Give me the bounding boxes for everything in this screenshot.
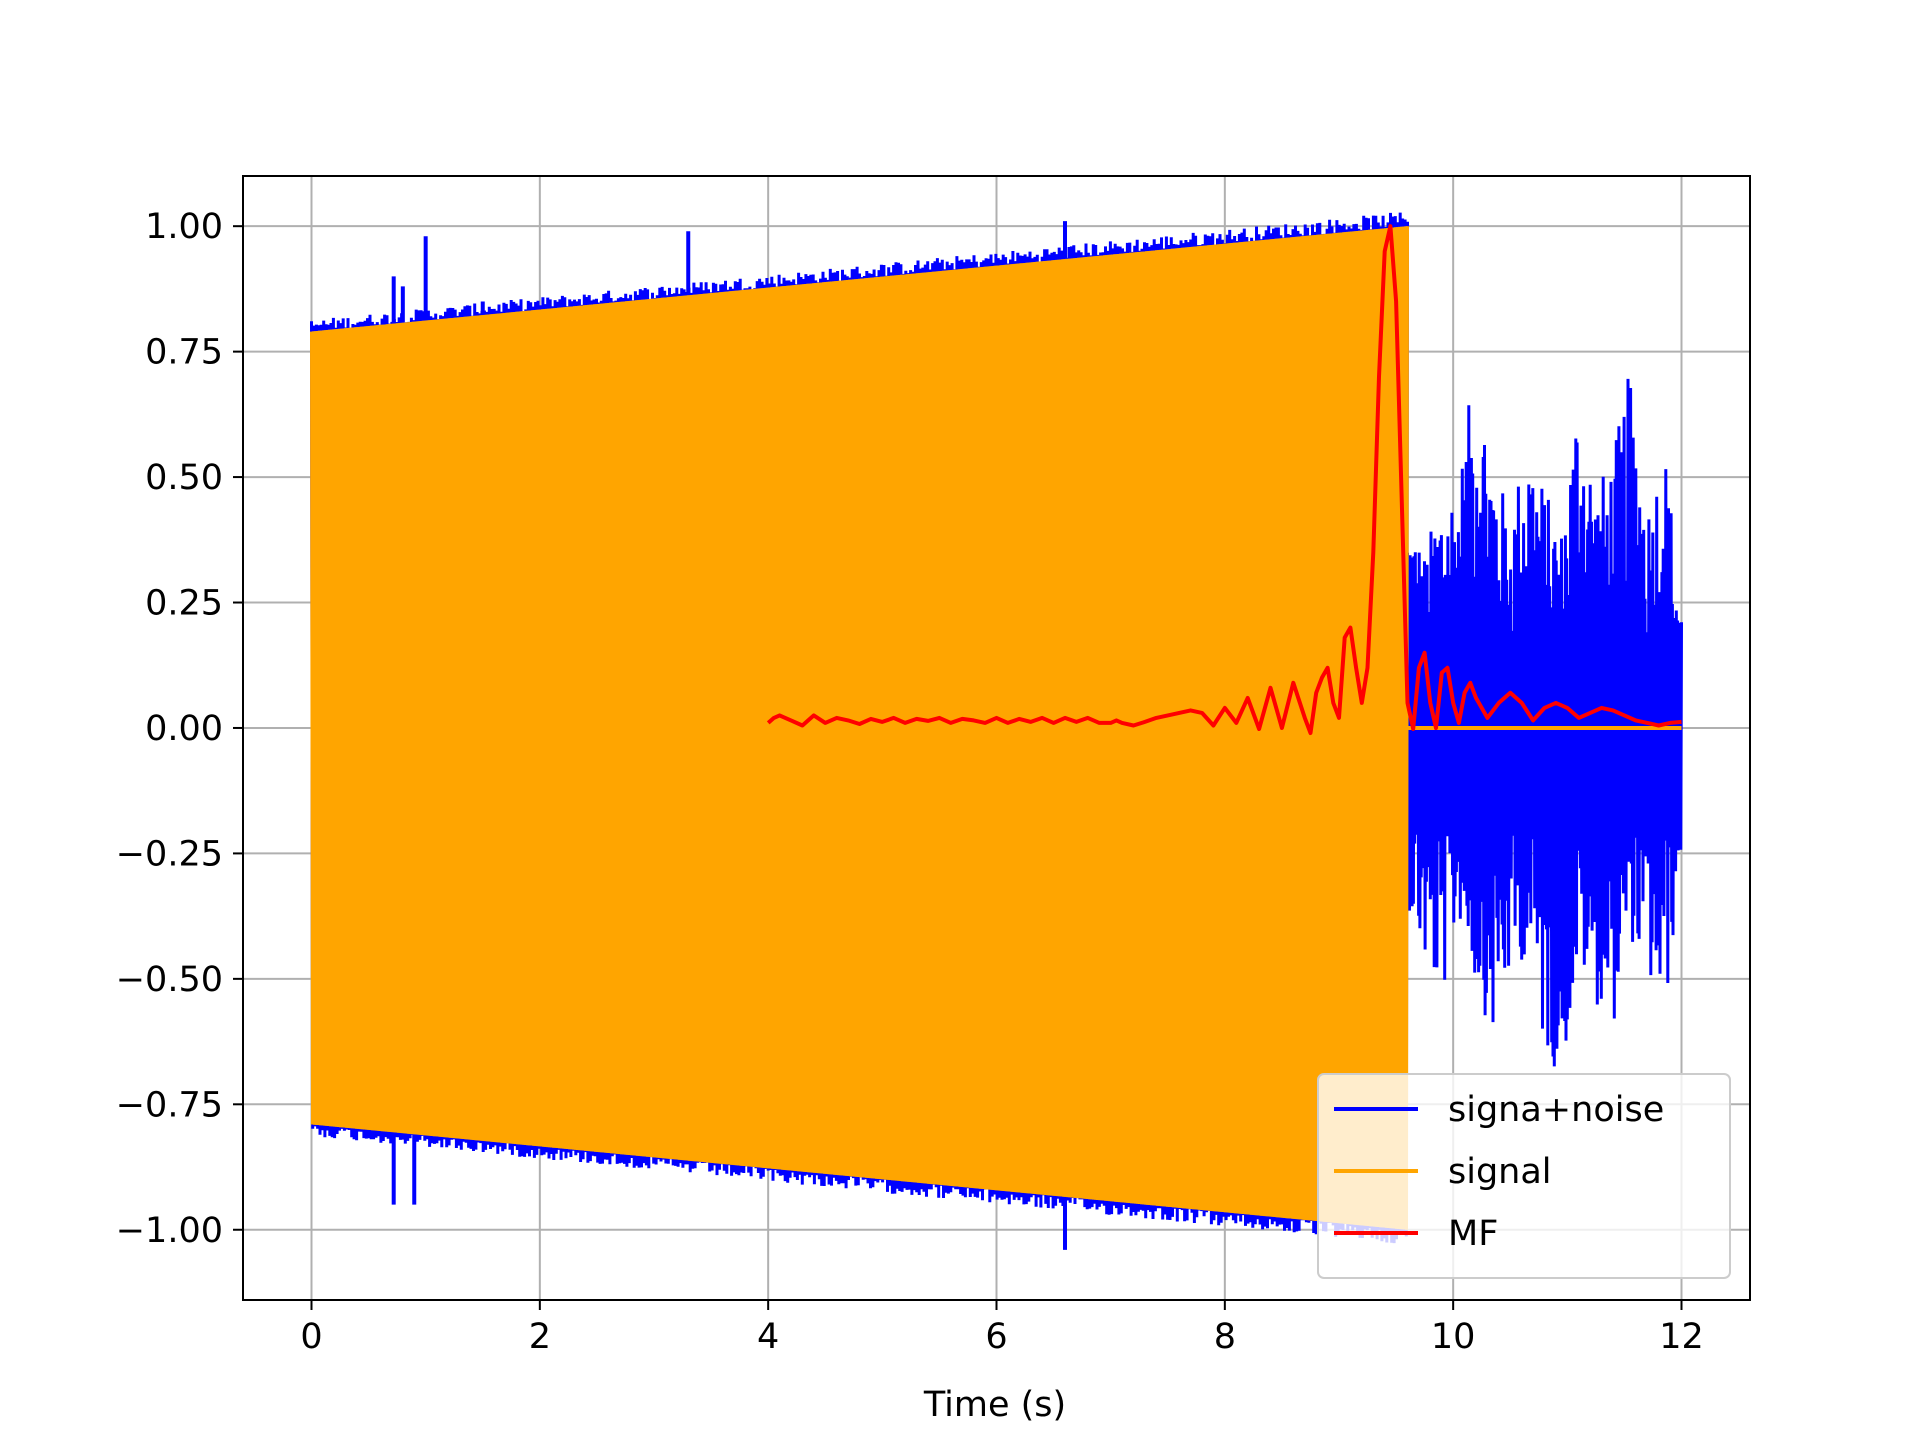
x-tick-label: 10	[1431, 1317, 1476, 1357]
x-tick-label: 8	[1214, 1317, 1236, 1357]
series-signal-noise-band	[310, 212, 1409, 1244]
x-tick-label: 12	[1659, 1317, 1704, 1357]
y-tick-label: 1.00	[145, 207, 223, 247]
y-tick-label: 0.00	[145, 709, 223, 749]
legend-label: signal	[1448, 1152, 1552, 1192]
y-tick-label: −0.25	[116, 834, 223, 874]
y-tick-label: −1.00	[116, 1211, 223, 1251]
y-tick-label: 0.50	[145, 458, 223, 498]
x-tick-label: 6	[985, 1317, 1007, 1357]
legend: signa+noise signal MF	[1317, 1073, 1731, 1279]
y-tick-label: −0.75	[116, 1085, 223, 1125]
y-tick-label: 0.75	[145, 333, 223, 373]
x-tick-label: 0	[300, 1317, 322, 1357]
y-tick-label: −0.50	[116, 960, 223, 1000]
y-tick-label: 0.25	[145, 584, 223, 624]
x-axis-title: Time (s)	[923, 1385, 1066, 1425]
legend-label: MF	[1448, 1214, 1498, 1254]
legend-label: signa+noise	[1448, 1090, 1664, 1130]
series-signal-envelope	[311, 226, 1408, 1230]
series-mf-line	[766, 224, 1682, 735]
legend-box	[1317, 1073, 1731, 1279]
x-tick-label: 4	[757, 1317, 779, 1357]
axes: 0 2 4 6 8 10 12 1.00 0.75 0.50 0.25 0.00 −0.25 −0.50 −…	[116, 175, 1751, 1357]
x-tick-label: 2	[529, 1317, 551, 1357]
series-signal-noise-tail	[1406, 378, 1683, 1067]
plot-area	[310, 212, 1683, 1250]
